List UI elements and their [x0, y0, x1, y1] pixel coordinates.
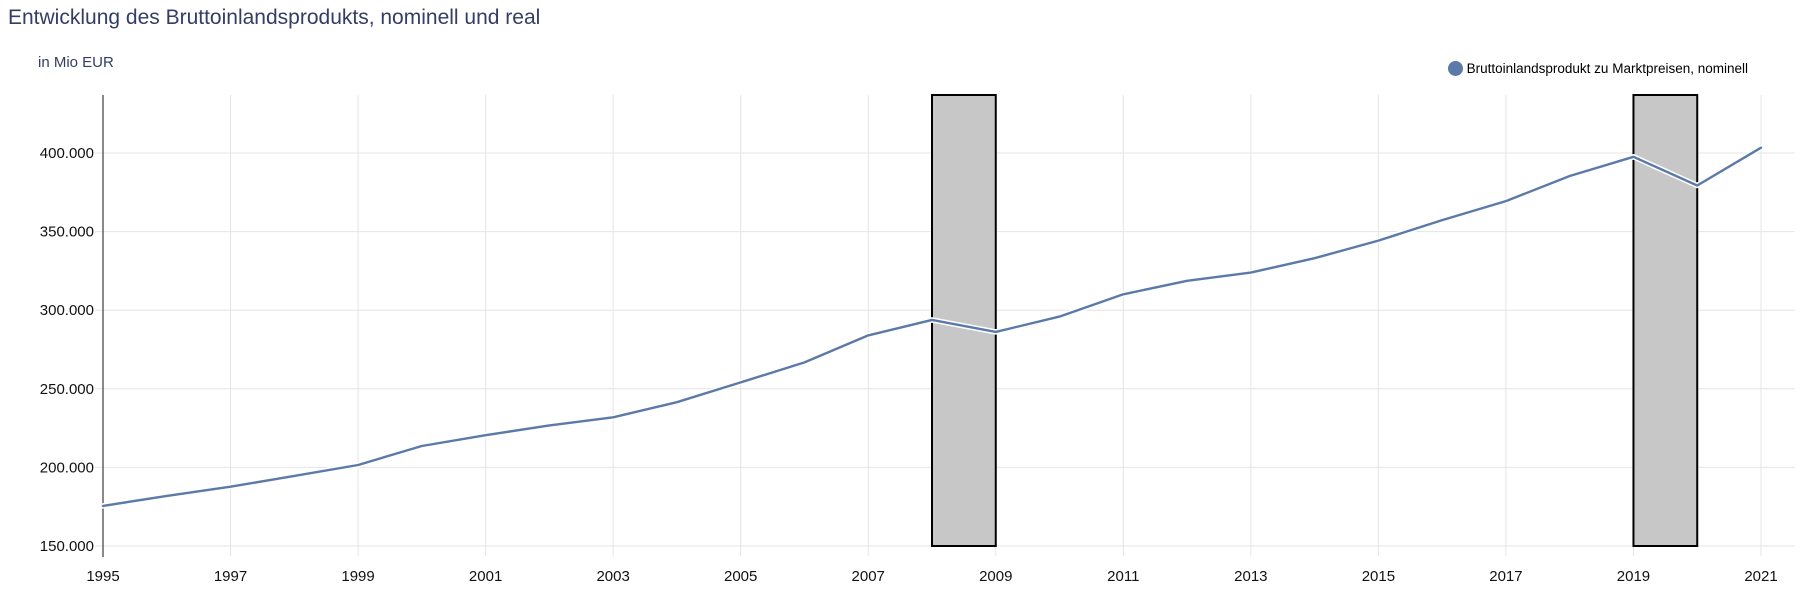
- legend: Bruttoinlandsprodukt zu Marktpreisen, no…: [1447, 58, 1748, 78]
- x-tick-label: 2005: [724, 568, 757, 585]
- x-tick-label: 1997: [214, 568, 247, 585]
- y-tick-label: 300.000: [40, 302, 94, 319]
- x-tick-label: 2003: [596, 568, 629, 585]
- y-tick-label: 200.000: [40, 459, 94, 476]
- x-tick-label: 1999: [341, 568, 374, 585]
- x-tick-label: 2013: [1234, 568, 1267, 585]
- x-tick-label: 2011: [1107, 568, 1139, 585]
- x-tick-label: 2019: [1617, 568, 1650, 585]
- y-tick-label: 350.000: [40, 224, 94, 241]
- x-tick-label: 2015: [1362, 568, 1395, 585]
- x-tick-label: 2009: [979, 568, 1012, 585]
- y-tick-label: 250.000: [40, 381, 94, 398]
- x-tick-label: 2001: [469, 568, 502, 585]
- legend-marker-icon: [1447, 60, 1463, 76]
- legend-item-label: Bruttoinlandsprodukt zu Marktpreisen, no…: [1466, 60, 1748, 76]
- y-tick-label: 400.000: [40, 145, 94, 162]
- x-tick-label: 1995: [86, 568, 119, 585]
- chart-title: Entwicklung des Bruttoinlandsprodukts, n…: [8, 6, 541, 29]
- legend-item-nominell[interactable]: Bruttoinlandsprodukt zu Marktpreisen, no…: [1447, 60, 1748, 76]
- y-axis-unit-label: in Mio EUR: [38, 54, 114, 71]
- x-tick-label: 2007: [852, 568, 885, 585]
- gdp-line-series: [101, 146, 1763, 508]
- x-tick-label: 2017: [1489, 568, 1522, 585]
- y-tick-label: 150.000: [40, 538, 94, 555]
- x-tick-label: 2021: [1744, 568, 1777, 585]
